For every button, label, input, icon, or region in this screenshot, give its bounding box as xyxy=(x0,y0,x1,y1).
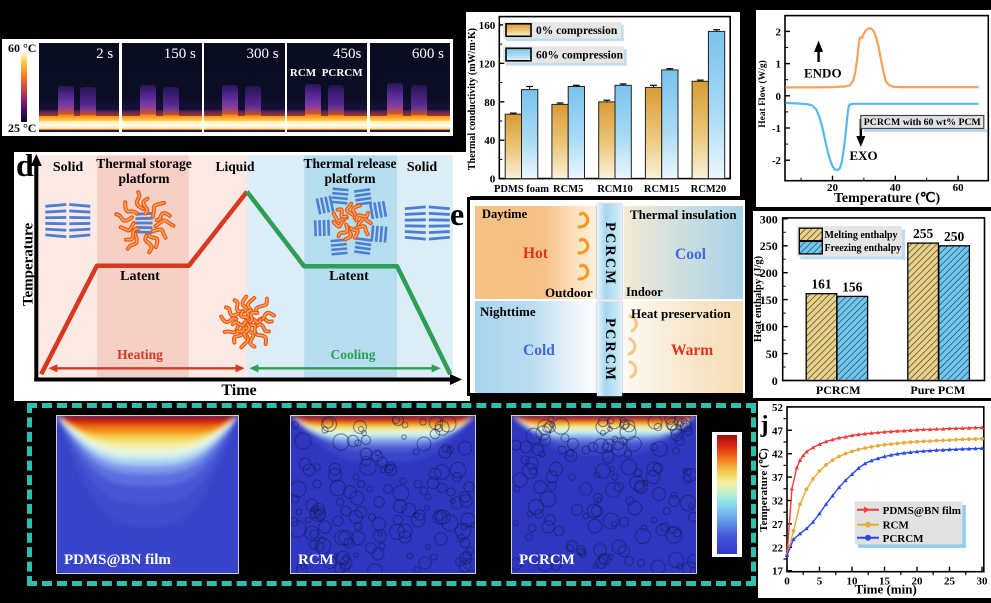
svg-text:47: 47 xyxy=(772,425,784,437)
svg-text:60% compression: 60% compression xyxy=(536,50,624,62)
svg-text:160: 160 xyxy=(479,20,496,32)
svg-text:RCM15: RCM15 xyxy=(644,184,680,195)
svg-text:-1: -1 xyxy=(772,123,781,135)
svg-text:RCM20: RCM20 xyxy=(691,184,727,195)
svg-text:32: 32 xyxy=(772,496,784,508)
svg-text:j: j xyxy=(760,412,769,438)
svg-text:0: 0 xyxy=(772,374,778,388)
svg-text:-2: -2 xyxy=(772,155,782,167)
svg-text:255: 255 xyxy=(913,226,934,241)
svg-text:60: 60 xyxy=(953,182,965,194)
svg-text:2: 2 xyxy=(776,26,782,38)
svg-text:80: 80 xyxy=(484,97,496,109)
svg-text:PDMS foam: PDMS foam xyxy=(494,184,549,195)
svg-text:Thermal conductivity (mW/m·K): Thermal conductivity (mW/m·K) xyxy=(467,28,478,170)
svg-text:EXO: EXO xyxy=(850,148,878,163)
svg-text:5: 5 xyxy=(817,576,823,588)
svg-text:52: 52 xyxy=(772,402,784,414)
svg-text:40: 40 xyxy=(484,135,496,147)
svg-text:ENDO: ENDO xyxy=(804,66,842,81)
svg-text:PCRCM: PCRCM xyxy=(883,533,925,545)
svg-text:42: 42 xyxy=(772,449,784,461)
svg-text:PDMS@BN film: PDMS@BN film xyxy=(883,505,961,517)
svg-text:Heat enthalpy (J/g): Heat enthalpy (J/g) xyxy=(753,255,764,342)
svg-text:PCRCM: PCRCM xyxy=(816,383,861,397)
svg-text:120: 120 xyxy=(479,58,496,70)
svg-text:Melting enthalpy: Melting enthalpy xyxy=(825,230,898,241)
svg-text:0% compression: 0% compression xyxy=(536,25,618,37)
svg-text:37: 37 xyxy=(772,472,784,484)
svg-text:17: 17 xyxy=(772,566,784,578)
svg-text:250: 250 xyxy=(944,229,965,244)
svg-text:156: 156 xyxy=(842,279,863,294)
svg-text:22: 22 xyxy=(772,542,784,554)
svg-text:27: 27 xyxy=(772,519,784,531)
svg-text:Freezing enthalpy: Freezing enthalpy xyxy=(825,243,902,254)
svg-text:0: 0 xyxy=(776,91,782,103)
svg-text:RCM10: RCM10 xyxy=(597,184,633,195)
svg-text:161: 161 xyxy=(811,277,832,292)
svg-text:Time (min): Time (min) xyxy=(855,582,917,597)
svg-text:25: 25 xyxy=(944,576,956,588)
svg-text:RCM: RCM xyxy=(883,520,910,532)
svg-text:PCRCM with 60 wt% PCM: PCRCM with 60 wt% PCM xyxy=(864,117,981,128)
svg-text:250: 250 xyxy=(760,239,778,253)
svg-text:300: 300 xyxy=(760,212,778,226)
svg-text:0: 0 xyxy=(784,576,790,588)
svg-text:Pure PCM: Pure PCM xyxy=(910,383,965,397)
svg-text:50: 50 xyxy=(766,347,778,361)
svg-text:30: 30 xyxy=(977,576,989,588)
svg-text:Temperature (℃): Temperature (℃) xyxy=(758,448,770,532)
svg-text:Heat Flow (W/g): Heat Flow (W/g) xyxy=(757,60,768,128)
svg-text:1: 1 xyxy=(776,59,782,71)
svg-text:Temperature (℃): Temperature (℃) xyxy=(834,191,941,206)
svg-text:RCM5: RCM5 xyxy=(553,184,583,195)
